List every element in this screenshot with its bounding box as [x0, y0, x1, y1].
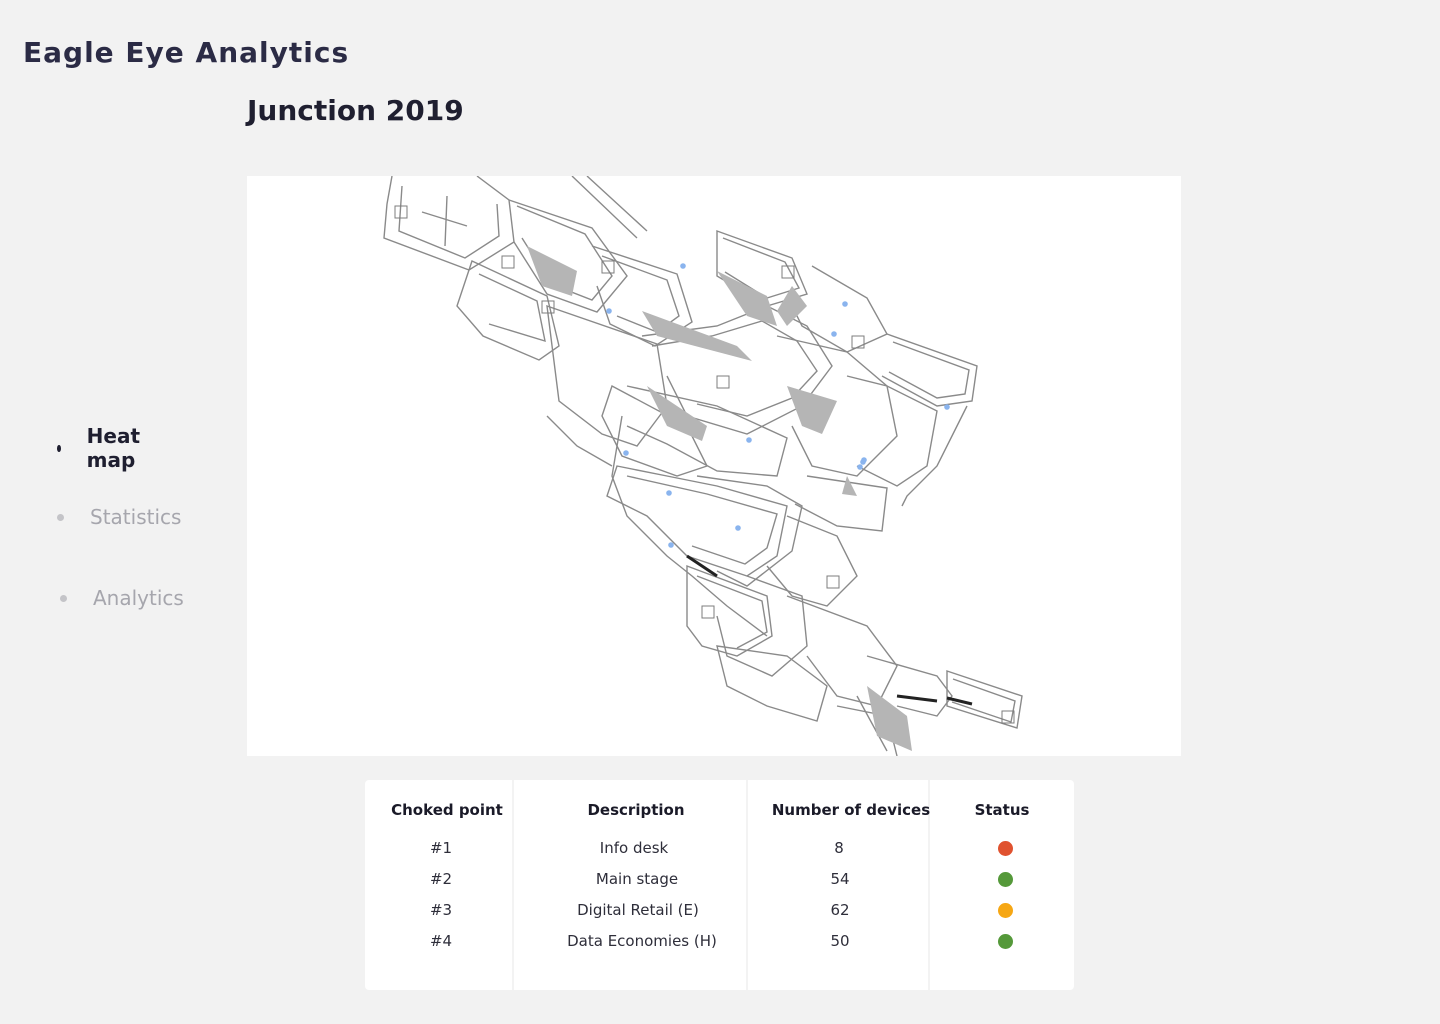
- device-marker: [944, 404, 950, 410]
- cell-choked-point: #2: [429, 870, 453, 888]
- column-divider: [928, 780, 930, 990]
- device-marker: [857, 464, 863, 470]
- nav-item-statistics[interactable]: Statistics: [57, 505, 181, 529]
- cell-devices: 54: [830, 870, 850, 888]
- nav-item-label: Heat map: [86, 424, 140, 472]
- cell-description: Main stage: [595, 870, 679, 888]
- status-dot-green: [998, 934, 1013, 949]
- cell-description: Data Economies (H): [567, 932, 717, 950]
- device-marker: [606, 308, 612, 314]
- page-title: Junction 2019: [247, 94, 464, 127]
- floor-plan-svg: [383, 176, 1023, 756]
- status-dot-orange: [998, 903, 1013, 918]
- floor-plan-fixtures: [394, 205, 1015, 724]
- device-marker: [623, 450, 629, 456]
- header-status: Status: [974, 801, 1030, 819]
- nav-item-label: Analytics: [93, 586, 184, 610]
- bullet-icon: [60, 594, 67, 602]
- floor-plan-map[interactable]: [247, 176, 1181, 756]
- status-dot-red: [998, 841, 1013, 856]
- nav-item-label: Statistics: [90, 505, 182, 529]
- device-marker: [735, 525, 741, 531]
- cell-devices: 8: [834, 839, 844, 857]
- floor-plan-ramps: [527, 246, 912, 751]
- cell-devices: 62: [830, 901, 850, 919]
- cell-description: Digital Retail (E): [577, 901, 699, 919]
- header-description: Description: [587, 801, 685, 819]
- status-dot-green: [998, 872, 1013, 887]
- column-divider: [746, 780, 748, 990]
- cell-choked-point: #4: [429, 932, 453, 950]
- app-brand: Eagle Eye Analytics: [23, 36, 350, 69]
- device-markers: [606, 263, 950, 548]
- floor-plan-doors: [686, 554, 973, 706]
- bullet-icon: [57, 513, 64, 521]
- bullet-icon: [57, 444, 61, 452]
- cell-choked-point: #1: [429, 839, 453, 857]
- device-marker: [746, 437, 752, 443]
- choked-points-table: Choked point Description Number of devic…: [365, 780, 1074, 990]
- device-marker: [831, 331, 837, 337]
- cell-description: Info desk: [599, 839, 669, 857]
- column-divider: [512, 780, 514, 990]
- nav-item-analytics[interactable]: Analytics: [60, 586, 184, 610]
- device-marker: [668, 542, 674, 548]
- device-marker: [860, 459, 866, 465]
- floor-plan-walls: [383, 176, 1023, 756]
- device-marker: [680, 263, 686, 269]
- nav-item-heat-map[interactable]: Heat map: [57, 424, 143, 472]
- device-marker: [666, 490, 672, 496]
- header-number-of-devices: Number of devices: [771, 801, 931, 819]
- header-choked-point: Choked point: [391, 801, 503, 819]
- device-marker: [842, 301, 848, 307]
- cell-devices: 50: [830, 932, 850, 950]
- cell-choked-point: #3: [429, 901, 453, 919]
